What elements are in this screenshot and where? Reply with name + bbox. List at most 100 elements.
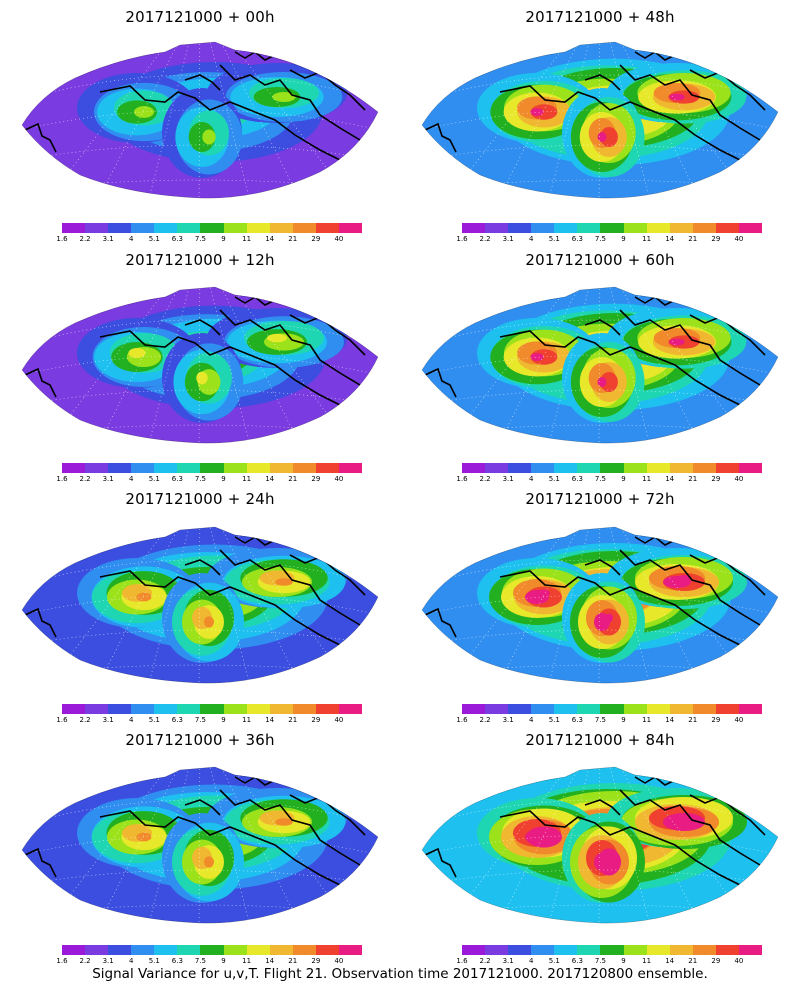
colorbar-48h: [462, 223, 763, 233]
colorbar-swatch: [646, 223, 670, 233]
colorbar-tick-label: 5.1: [148, 475, 160, 483]
colorbar-swatch: [108, 704, 132, 714]
colorbar-swatch: [338, 223, 363, 233]
colorbar-swatch: [269, 223, 293, 233]
colorbar-tick-label: 2.2: [479, 716, 491, 724]
colorbar-ticks-12h: 1.6 2.2 3.1 4 5.1 6.3 7.5 9 11 14 21 29 40: [56, 475, 362, 485]
colorbar-tick-label: 14: [265, 716, 275, 724]
colorbar-swatch: [715, 704, 739, 714]
colorbar-tick-label: 14: [265, 957, 275, 965]
colorbar-swatch: [646, 945, 670, 955]
colorbar-tick-label: 11: [642, 957, 652, 965]
colorbar-swatch: [577, 463, 601, 473]
colorbar-ticks-72h: 1.6 2.2 3.1 4 5.1 6.3 7.5 9 11 14 21 29 40: [456, 716, 762, 726]
colorbar-tick-label: 5.1: [148, 716, 160, 724]
colorbar-tick-label: 1.6: [456, 716, 468, 724]
panel-title-24h: 2017121000 + 24h: [125, 490, 275, 508]
colorbar-tick-label: 6.3: [171, 957, 183, 965]
colorbar-tick-label: 7.5: [594, 475, 607, 483]
colorbar-tick-label: 9: [221, 235, 226, 243]
colorbar-swatch: [623, 704, 647, 714]
colorbar-tick-label: 29: [711, 475, 721, 483]
colorbar-tick-label: 11: [642, 475, 652, 483]
colorbar-tick-label: 21: [288, 716, 298, 724]
colorbar-tick-label: 4: [528, 475, 534, 483]
colorbar-ticks-36h: 1.6 2.2 3.1 4 5.1 6.3 7.5 9 11 14 21 29 40: [56, 957, 362, 967]
colorbar-swatch: [177, 704, 201, 714]
colorbar-swatch: [715, 463, 739, 473]
colorbar-swatch: [692, 704, 716, 714]
colorbar-swatch: [315, 223, 339, 233]
colorbar-tick-label: 1.6: [56, 475, 68, 483]
colorbar-tick-label: 2.2: [79, 235, 91, 243]
colorbar-swatch: [669, 463, 693, 473]
colorbar-tick-label: 2.2: [479, 235, 491, 243]
colorbar-84h: [462, 945, 763, 955]
colorbar-swatch: [154, 463, 178, 473]
colorbar-tick-label: 9: [221, 475, 226, 483]
colorbar-swatch: [623, 945, 647, 955]
colorbar-swatch: [554, 223, 578, 233]
colorbar-tick-label: 6.3: [171, 235, 183, 243]
panel-title-36h: 2017121000 + 36h: [125, 731, 275, 749]
colorbar-tick-label: 11: [242, 235, 252, 243]
colorbar-swatch: [108, 945, 132, 955]
colorbar-tick-label: 4: [128, 235, 134, 243]
colorbar-swatch: [508, 463, 532, 473]
colorbar-tick-label: 40: [734, 957, 744, 965]
colorbar-tick-label: 11: [642, 716, 652, 724]
colorbar-tick-label: 3.1: [102, 475, 114, 483]
colorbar-swatch: [108, 463, 132, 473]
colorbar-tick-label: 1.6: [56, 957, 68, 965]
colorbar-tick-label: 6.3: [171, 475, 183, 483]
colorbar-swatch: [646, 463, 670, 473]
colorbar-swatch: [669, 704, 693, 714]
colorbar-ticks-84h: 1.6 2.2 3.1 4 5.1 6.3 7.5 9 11 14 21 29 40: [456, 957, 762, 967]
colorbar-tick-label: 7.5: [594, 957, 607, 965]
colorbar-swatch: [62, 463, 86, 473]
colorbar-tick-label: 5.1: [148, 957, 160, 965]
colorbar-60h: [462, 463, 763, 473]
colorbar-swatch: [485, 463, 509, 473]
colorbar-12h: [62, 463, 363, 473]
colorbar-tick-label: 21: [688, 957, 698, 965]
colorbar-swatch: [85, 704, 109, 714]
colorbar-swatch: [269, 704, 293, 714]
panel-title-72h: 2017121000 + 72h: [525, 490, 675, 508]
colorbar-swatch: [462, 945, 486, 955]
colorbar-tick-label: 4: [128, 957, 134, 965]
colorbar-swatch: [692, 223, 716, 233]
colorbar-tick-label: 6.3: [571, 235, 583, 243]
colorbar-tick-label: 7.5: [194, 235, 207, 243]
colorbar-tick-label: 3.1: [102, 235, 114, 243]
colorbar-swatch: [246, 704, 270, 714]
colorbar-tick-label: 40: [734, 716, 744, 724]
colorbar-swatch: [600, 463, 624, 473]
colorbar-tick-label: 40: [334, 957, 344, 965]
colorbar-tick-label: 40: [334, 475, 344, 483]
panel-title-12h: 2017121000 + 12h: [125, 251, 275, 269]
colorbar-swatch: [85, 223, 109, 233]
colorbar-tick-label: 29: [311, 235, 321, 243]
colorbar-tick-label: 4: [128, 475, 134, 483]
colorbar-swatch: [315, 704, 339, 714]
colorbar-00h: [62, 223, 363, 233]
colorbar-tick-label: 6.3: [571, 716, 583, 724]
colorbar-swatch: [177, 463, 201, 473]
colorbar-tick-label: 5.1: [548, 716, 560, 724]
colorbar-tick-label: 2.2: [479, 957, 491, 965]
map-panel-12h: [21, 286, 379, 444]
panel-title-48h: 2017121000 + 48h: [525, 8, 675, 26]
colorbar-tick-label: 21: [688, 235, 698, 243]
colorbar-swatch: [223, 704, 247, 714]
colorbar-tick-label: 2.2: [79, 957, 91, 965]
colorbar-swatch: [508, 945, 532, 955]
colorbar-tick-label: 1.6: [56, 235, 68, 243]
colorbar-tick-label: 11: [642, 235, 652, 243]
colorbar-swatch: [315, 463, 339, 473]
colorbar-tick-label: 9: [621, 475, 626, 483]
colorbar-swatch: [485, 223, 509, 233]
colorbar-tick-label: 29: [311, 957, 321, 965]
colorbar-tick-label: 5.1: [548, 235, 560, 243]
colorbar-tick-label: 6.3: [171, 716, 183, 724]
